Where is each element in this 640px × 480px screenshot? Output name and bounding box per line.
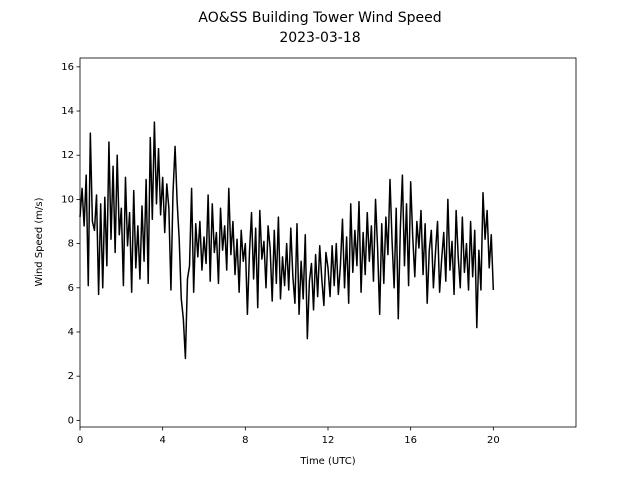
y-tick-label: 2 <box>68 371 74 382</box>
y-axis-label: Wind Speed (m/s) <box>34 197 45 286</box>
y-tick-label: 4 <box>68 327 74 338</box>
y-tick-label: 16 <box>61 62 74 73</box>
chart-title: AO&SS Building Tower Wind Speed <box>198 10 441 26</box>
x-tick-label: 12 <box>322 435 335 446</box>
data-line <box>79 121 495 360</box>
y-tick-label: 0 <box>68 415 74 426</box>
x-tick-label: 16 <box>404 435 417 446</box>
x-tick-label: 0 <box>77 435 83 446</box>
y-tick-label: 10 <box>61 194 74 205</box>
y-tick-label: 12 <box>61 150 74 161</box>
plot-frame <box>79 57 577 428</box>
chart-subtitle: 2023-03-18 <box>279 30 360 46</box>
x-axis-label: Time (UTC) <box>299 456 355 467</box>
y-tick-label: 6 <box>68 283 74 294</box>
y-tick-label: 8 <box>68 239 74 250</box>
x-tick-label: 8 <box>242 435 248 446</box>
y-tick-label: 14 <box>61 106 74 117</box>
x-tick-label: 4 <box>159 435 165 446</box>
x-tick-label: 20 <box>487 435 500 446</box>
